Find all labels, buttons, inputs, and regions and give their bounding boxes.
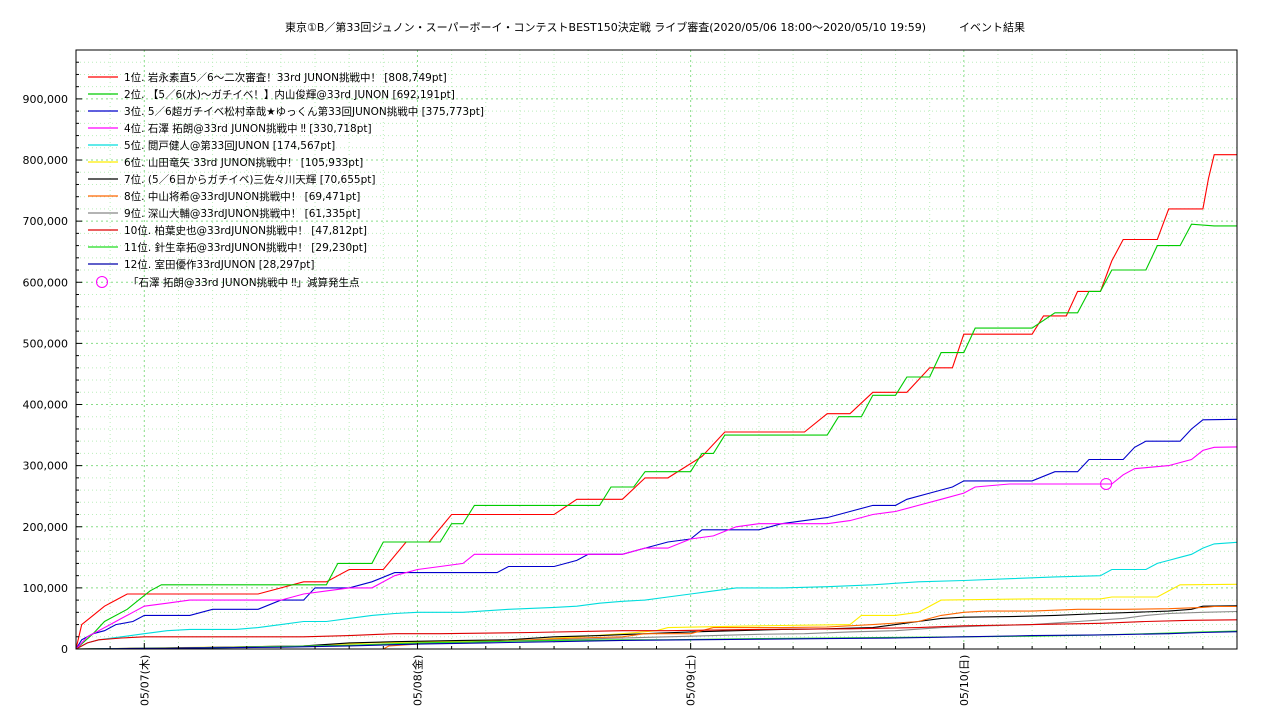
series-line-10 (75, 619, 1238, 650)
y-tick-label: 200,000 (23, 521, 69, 534)
subtraction-point-marker (1100, 477, 1113, 490)
legend-label-7: 7位. (5／6日からガチイベ)三佐々川天輝 [70,655pt] (124, 173, 375, 186)
series-line-5 (75, 541, 1238, 650)
legend-marker-label: 「石澤 拓朗@33rd JUNON挑戦中 ‼」減算発生点 (128, 276, 360, 289)
series-line-2 (75, 223, 1237, 650)
series-lines (75, 154, 1238, 650)
x-tick-label: 05/10(日) (958, 655, 971, 706)
axes: 0 100,000 200,000 300,000 400,000 500,000 600,… (23, 61, 1204, 706)
legend-label-5: 5位. 閲戸健人@第33回JUNON [174,567pt] (124, 139, 335, 152)
legend-label-12: 12位. 室田優作33rdJUNON [28,297pt] (124, 258, 315, 271)
y-tick-label: 0 (61, 643, 68, 656)
x-tick-label: 05/09(土) (685, 655, 698, 706)
chart-title: 東京①B／第33回ジュノン・スーパーボーイ・コンテストBEST150決定戦 ライ… (285, 21, 1025, 34)
legend: 1位. 岩永素直5／6〜二次審査！33rd JUNON挑戦中！ [808,749… (88, 71, 484, 289)
legend-label-3: 3位. 5／6超ガチイベ松村幸哉★ゆっくん第33回JUNON挑戦中 [375,7… (124, 105, 484, 118)
y-tick-label: 700,000 (23, 215, 69, 228)
legend-label-1: 1位. 岩永素直5／6〜二次審査！33rd JUNON挑戦中！ [808,749… (124, 71, 447, 84)
legend-label-2: 2位. 【5／6(水)〜ガチイベ！】内山俊輝@33rd JUNON [692,1… (124, 88, 455, 101)
series-line-6 (75, 583, 1238, 650)
legend-label-4: 4位. 石澤 拓朗@33rd JUNON挑戦中 ‼ [330,718pt] (124, 122, 372, 135)
x-tick-label: 05/07(木) (138, 655, 151, 706)
legend-label-6: 6位. 山田竜矢 33rd JUNON挑戦中！ [105,933pt] (124, 156, 363, 169)
y-tick-label: 100,000 (23, 582, 69, 595)
markers (1100, 477, 1113, 490)
legend-marker-swatch (96, 276, 108, 288)
series-line-3 (75, 418, 1238, 650)
x-tick-label: 05/08(金) (410, 655, 424, 706)
legend-label-11: 11位. 針生幸拓@33rdJUNON挑戦中！ [29,230pt] (124, 241, 367, 254)
y-tick-label: 500,000 (23, 337, 69, 350)
y-tick-label: 800,000 (23, 154, 69, 167)
legend-label-9: 9位. 深山大輔@33rdJUNON挑戦中！ [61,335pt] (124, 207, 360, 220)
legend-label-8: 8位. 中山将希@33rdJUNON挑戦中！ [69,471pt] (124, 190, 360, 203)
legend-label-10: 10位. 柏葉史也@33rdJUNON挑戦中！ [47,812pt] (124, 224, 367, 237)
y-tick-label: 900,000 (23, 93, 69, 106)
y-tick-label: 300,000 (23, 460, 69, 473)
y-tick-label: 600,000 (23, 276, 69, 289)
y-tick-label: 400,000 (23, 399, 69, 412)
